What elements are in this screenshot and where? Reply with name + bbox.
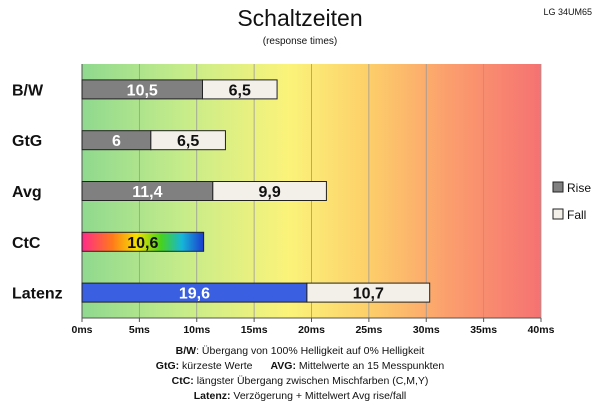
- bar-rise-value: 10,5: [127, 82, 158, 99]
- x-tick-label: 30ms: [413, 324, 440, 336]
- x-tick-label: 35ms: [470, 324, 497, 336]
- bar-fall: [201, 79, 278, 100]
- bar-fall-value: 9,9: [258, 184, 280, 201]
- notes-block: B/W: Übergang von 100% Helligkeit auf 0%…: [0, 344, 600, 404]
- bar-fall-value: 6,5: [177, 133, 199, 150]
- bar-rise-value: 6: [112, 133, 121, 150]
- category-label: GtG: [12, 133, 42, 150]
- monitor-model-label: LG 34UM65: [543, 7, 592, 17]
- x-tick-label: 15ms: [241, 324, 268, 336]
- note-gtg-text: kürzeste Werte: [179, 360, 253, 372]
- note-gtg-term: GtG:: [155, 360, 180, 372]
- bar-fall-value: 6,5: [229, 82, 251, 99]
- chart-title: Schaltzeiten: [237, 5, 363, 31]
- x-tick-label: 0ms: [71, 324, 92, 336]
- note-ctc-text: längster Übergang zwischen Mischfarben (…: [193, 375, 429, 387]
- note-ctc: CtC: längster Übergang zwischen Mischfar…: [0, 374, 600, 389]
- category-label: CtC: [12, 235, 41, 252]
- note-ctc-term: CtC:: [171, 375, 194, 387]
- bar-rise-value: 11,4: [132, 184, 162, 201]
- x-tick-label: 25ms: [355, 324, 382, 336]
- response-time-chart: 10,5 6,5 6 6,5 11,4 9,9 10,6 19,6 10,7 B/W GtG Avg…: [12, 64, 591, 336]
- bar-fall: [306, 282, 431, 303]
- note-bw-term: B/W: [175, 345, 197, 357]
- note-latenz: Latenz: Verzögerung + Mittelwert Avg ris…: [0, 389, 600, 404]
- legend-swatch-fall: [552, 208, 564, 220]
- note-avg-term: AVG:: [270, 360, 296, 372]
- x-tick-label: 20ms: [298, 324, 325, 336]
- x-tick-label: 10ms: [183, 324, 210, 336]
- note-avg-text: Mittelwerte an 15 Messpunkten: [295, 360, 445, 372]
- chart-subtitle: (response times): [262, 36, 338, 47]
- x-tick-label: 5ms: [129, 324, 150, 336]
- bar-rise-value: 10,6: [127, 235, 158, 252]
- category-label: Latenz: [12, 286, 63, 303]
- bar-rise-value: 19,6: [179, 286, 210, 303]
- bar-rise: [81, 231, 205, 252]
- note-latenz-term: Latenz:: [193, 390, 231, 402]
- bar-fall: [150, 130, 226, 151]
- x-tick-label: 40ms: [528, 324, 555, 336]
- legend-label-rise: Rise: [567, 181, 591, 195]
- note-latenz-text: Verzögerung + Mittelwert Avg rise/fall: [230, 390, 407, 402]
- note-gtg-avg: GtG: kürzeste Werte AVG: Mittelwerte an 1…: [0, 359, 600, 374]
- legend-label-fall: Fall: [567, 208, 586, 222]
- category-label: Avg: [12, 184, 42, 201]
- legend-swatch-rise: [552, 181, 564, 193]
- note-bw: B/W: Übergang von 100% Helligkeit auf 0%…: [0, 344, 600, 359]
- note-bw-text: : Übergang von 100% Helligkeit auf 0% He…: [196, 345, 425, 357]
- bar-fall: [212, 181, 327, 201]
- bar-fall-value: 10,7: [353, 286, 384, 303]
- category-label: B/W: [12, 82, 44, 99]
